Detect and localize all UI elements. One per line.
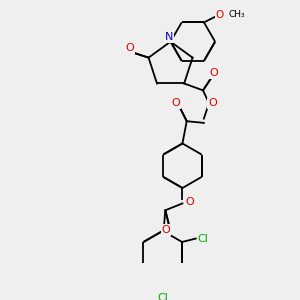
Text: Cl: Cl [157, 293, 168, 300]
Text: O: O [210, 68, 218, 78]
Text: Cl: Cl [197, 234, 208, 244]
Text: O: O [125, 43, 134, 53]
Text: N: N [165, 32, 173, 42]
Text: O: O [185, 197, 194, 207]
Text: O: O [208, 98, 217, 108]
Text: CH₃: CH₃ [229, 10, 245, 19]
Text: O: O [215, 10, 223, 20]
Text: O: O [162, 225, 170, 235]
Text: O: O [171, 98, 180, 108]
